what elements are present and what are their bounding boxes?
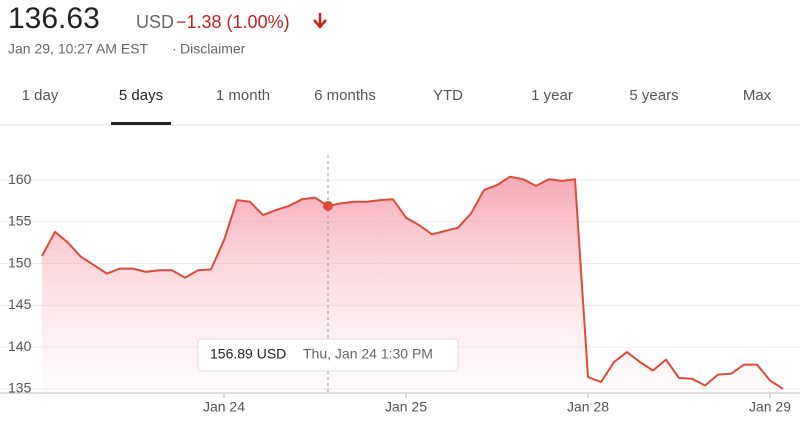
tooltip-time: Thu, Jan 24 1:30 PM: [303, 346, 433, 362]
tab[interactable]: YTD: [433, 87, 463, 104]
change: −1.38 (1.00%): [176, 12, 290, 32]
x-tick-label: Jan 29: [749, 399, 791, 415]
chart: 135 140 145 150 155 160 Jan 24 Jan 25 Jan 28 Jan …: [0, 155, 800, 415]
x-tick-label: Jan 24: [203, 399, 245, 415]
y-tick-label: 155: [8, 213, 32, 229]
active-tab-indicator: [111, 122, 171, 125]
tab[interactable]: Max: [743, 87, 772, 104]
separator: ·: [172, 41, 177, 57]
y-tick-label: 150: [8, 254, 32, 270]
tooltip-price: 156.89 USD: [210, 346, 286, 362]
disclaimer-link[interactable]: Disclaimer: [180, 41, 246, 57]
y-tick-label: 145: [8, 296, 32, 312]
currency: USD: [136, 12, 174, 32]
y-tick-label: 160: [8, 171, 32, 187]
tab[interactable]: 6 months: [314, 87, 376, 104]
price-line: [41, 175, 784, 390]
y-tick-label: 140: [8, 338, 32, 354]
tab[interactable]: 5 days: [119, 87, 163, 104]
tab[interactable]: 1 month: [216, 87, 270, 104]
tab-bar: 1 day 5 days 1 month 6 months YTD 1 year 5 yea…: [22, 87, 772, 125]
timestamp: Jan 29, 10:27 AM EST: [8, 41, 149, 57]
y-tick-label: 135: [8, 380, 32, 396]
hover-point: [323, 201, 333, 212]
tab[interactable]: 5 years: [629, 87, 678, 104]
x-tick-label: Jan 28: [567, 399, 609, 415]
price: 136.63: [8, 2, 100, 35]
down-arrow: [313, 13, 327, 29]
x-tick-label: Jan 25: [385, 399, 427, 415]
tab[interactable]: 1 year: [531, 87, 573, 104]
tooltip-box: [197, 338, 459, 372]
tab[interactable]: 1 day: [22, 87, 59, 104]
